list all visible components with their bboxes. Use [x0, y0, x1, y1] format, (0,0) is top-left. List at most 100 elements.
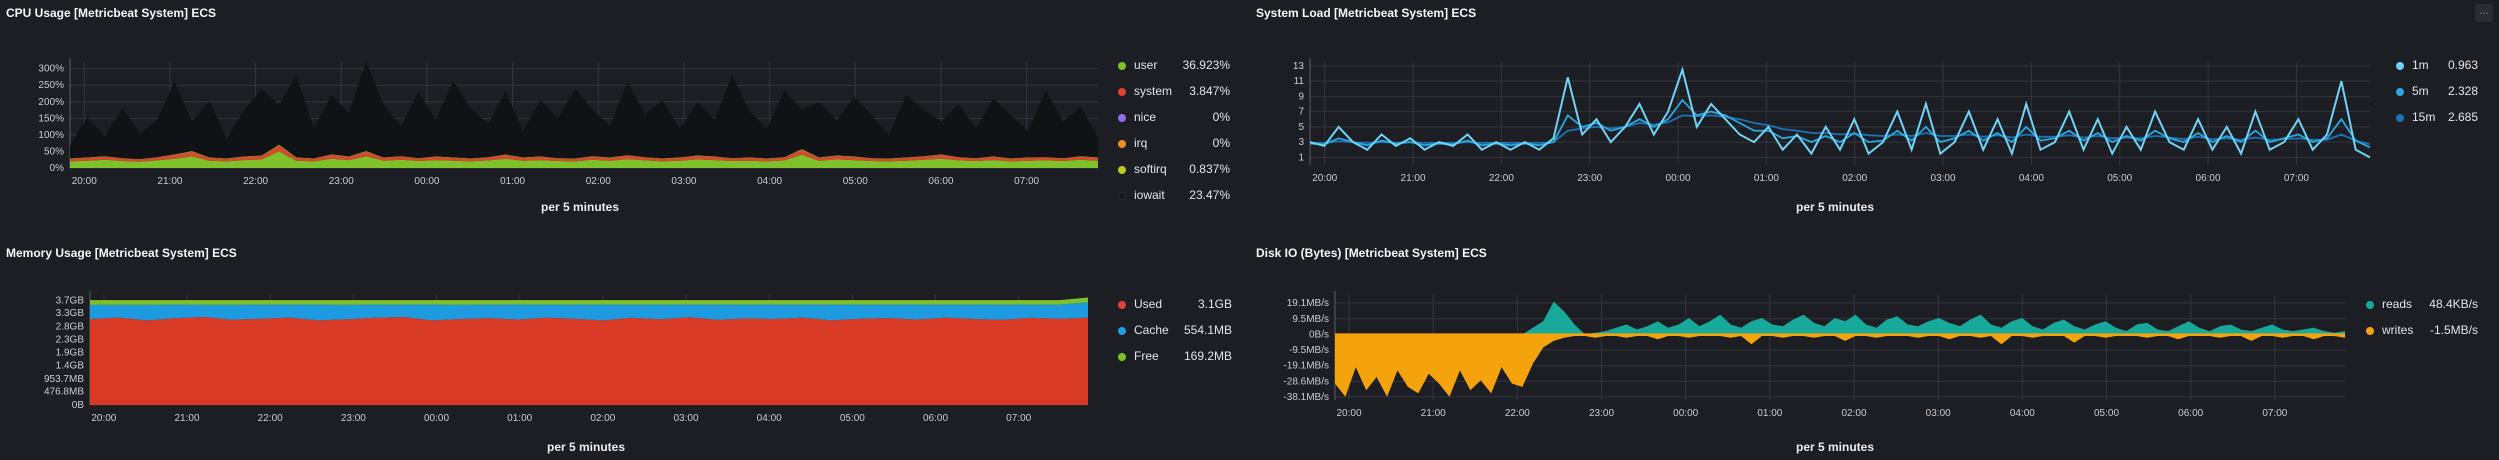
x-tick-label: 03:00 — [1931, 173, 1956, 184]
y-tick-label: 200% — [38, 97, 64, 108]
load-line-1m — [1309, 66, 2371, 159]
y-tick-label: 476.8MB — [44, 387, 84, 398]
x-tick-label: 20:00 — [1337, 408, 1362, 419]
legend-item-reads[interactable]: reads 48.4KB/s — [2366, 297, 2478, 323]
x-tick-label: 07:00 — [1014, 176, 1039, 187]
legend-dot — [1118, 353, 1126, 361]
legend-value: 0.963 — [2447, 58, 2478, 72]
panel-title: CPU Usage [Metricbeat System] ECS — [6, 6, 217, 20]
x-tick-label: 00:00 — [1666, 173, 1691, 184]
legend-item-used[interactable]: Used 3.1GB — [1118, 297, 1232, 323]
legend-dot — [1118, 192, 1126, 200]
legend-item-5m[interactable]: 5m 2.328 — [2396, 84, 2478, 110]
legend-item-system[interactable]: system 3.847% — [1118, 84, 1230, 110]
legend-item-writes[interactable]: writes -1.5MB/s — [2366, 323, 2478, 349]
legend-dot — [2396, 114, 2404, 122]
legend-item-1m[interactable]: 1m 0.963 — [2396, 58, 2478, 84]
legend-dot — [1118, 166, 1126, 174]
y-tick-label: 9.5MB/s — [1292, 314, 1329, 325]
y-tick-label: 3.3GB — [56, 308, 85, 319]
x-axis-title: per 5 minutes — [546, 440, 626, 454]
cpu-legend: user 36.923% system 3.847% nice 0% irq 0% softir… — [1118, 58, 1230, 214]
x-tick-label: 06:00 — [2178, 408, 2203, 419]
cpu-usage-panel: CPU Usage [Metricbeat System] ECS 300% 25… — [0, 0, 1250, 230]
x-tick-label: 04:00 — [2010, 408, 2035, 419]
legend-dot — [1118, 301, 1126, 309]
legend-value: 3.1GB — [1197, 297, 1232, 311]
legend-label: user — [1134, 58, 1158, 72]
load-chart: 13 11 9 7 5 3 1 20:00 21:00 22:00 23:00 00:00 01:00 0… — [1293, 58, 2371, 184]
x-tick-label: 06:00 — [923, 413, 948, 424]
legend-item-cache[interactable]: Cache 554.1MB — [1118, 323, 1232, 349]
legend-label: system — [1134, 84, 1173, 98]
x-tick-label: 23:00 — [1589, 408, 1614, 419]
legend-dot — [1118, 62, 1126, 70]
x-tick-label: 21:00 — [1421, 408, 1446, 419]
cpu-chart: 300% 250% 200% 150% 100% 50% 0% 20:00 21:00 22:00… — [38, 58, 1098, 187]
x-tick-label: 03:00 — [671, 176, 696, 187]
memory-usage-panel: Memory Usage [Metricbeat System] ECS 3.7… — [0, 240, 1250, 460]
legend-dot — [2396, 62, 2404, 70]
y-tick-label: 300% — [38, 64, 64, 75]
x-tick-label: 22:00 — [258, 413, 283, 424]
x-tick-label: 06:00 — [2196, 173, 2221, 184]
y-tick-label: 1 — [1298, 152, 1304, 163]
x-tick-label: 20:00 — [72, 176, 97, 187]
x-tick-label: 21:00 — [157, 176, 182, 187]
x-tick-label: 23:00 — [1577, 173, 1602, 184]
x-tick-label: 20:00 — [91, 413, 116, 424]
legend-item-15m[interactable]: 15m 2.685 — [2396, 110, 2478, 136]
legend-item-softirq[interactable]: softirq 0.837% — [1118, 162, 1230, 188]
y-tick-label: 2.3GB — [56, 334, 85, 345]
legend-item-free[interactable]: Free 169.2MB — [1118, 349, 1232, 375]
legend-item-iowait[interactable]: iowait 23.47% — [1118, 188, 1230, 214]
legend-dot — [2396, 88, 2404, 96]
x-tick-label: 03:00 — [1926, 408, 1951, 419]
legend-label: 15m — [2412, 110, 2436, 124]
legend-value: 36.923% — [1182, 58, 1230, 72]
memory-legend: Used 3.1GB Cache 554.1MB Free 169.2MB — [1118, 297, 1232, 375]
x-tick-label: 22:00 — [243, 176, 268, 187]
legend-dot — [1118, 140, 1126, 148]
legend-dot — [1118, 88, 1126, 96]
x-tick-label: 20:00 — [1312, 173, 1337, 184]
x-tick-label: 05:00 — [2094, 408, 2119, 419]
x-axis-title: per 5 minutes — [1795, 200, 1875, 214]
x-axis-title: per 5 minutes — [1795, 440, 1875, 454]
y-tick-label: 150% — [38, 113, 64, 124]
legend-label: 5m — [2412, 84, 2429, 98]
load-line-5m — [1309, 98, 2371, 149]
legend-value: 0% — [1212, 136, 1230, 150]
y-tick-label: 5 — [1298, 122, 1304, 133]
x-tick-label: 23:00 — [341, 413, 366, 424]
legend-value: 2.328 — [2447, 84, 2478, 98]
x-tick-label: 04:00 — [757, 413, 782, 424]
x-tick-label: 03:00 — [674, 413, 699, 424]
legend-value: 3.847% — [1189, 84, 1230, 98]
disk-area-reads — [1335, 301, 2345, 335]
legend-label: reads — [2382, 297, 2413, 311]
x-tick-label: 02:00 — [586, 176, 611, 187]
legend-label: Free — [1134, 349, 1159, 363]
legend-item-irq[interactable]: irq 0% — [1118, 136, 1230, 162]
system-load-panel: System Load [Metricbeat System] ECS 13 11… — [1250, 0, 2499, 230]
legend-label: Used — [1134, 297, 1163, 311]
legend-label: irq — [1134, 136, 1148, 150]
legend-item-nice[interactable]: nice 0% — [1118, 110, 1230, 136]
y-tick-label: 3.7GB — [56, 296, 85, 307]
memory-area-cache — [90, 302, 1088, 321]
legend-item-user[interactable]: user 36.923% — [1118, 58, 1230, 84]
x-tick-label: 07:00 — [2262, 408, 2287, 419]
cpu-area-iowait — [70, 61, 1098, 160]
legend-label: softirq — [1134, 162, 1167, 176]
memory-area-free — [90, 297, 1088, 305]
legend-value: -1.5MB/s — [2429, 323, 2478, 337]
legend-label: Cache — [1134, 323, 1169, 337]
x-tick-label: 01:00 — [500, 176, 525, 187]
legend-label: nice — [1134, 110, 1157, 124]
panel-title: System Load [Metricbeat System] ECS — [1256, 6, 1477, 20]
legend-dot — [2366, 327, 2374, 335]
options-icon[interactable]: ⋯ — [2475, 4, 2493, 22]
y-tick-label: 0B/s — [1309, 329, 1329, 340]
